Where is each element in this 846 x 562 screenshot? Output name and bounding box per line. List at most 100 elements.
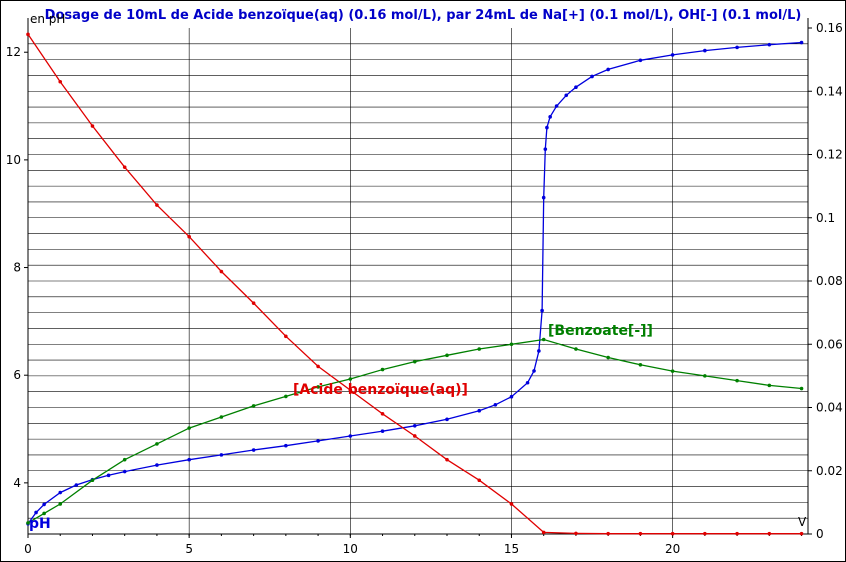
data-point-acid [284, 334, 288, 339]
data-point-ph [735, 45, 739, 50]
data-point-ph [58, 490, 63, 495]
data-point-ph [34, 510, 38, 515]
data-point-ph [543, 147, 548, 151]
data-point-acid [348, 388, 353, 392]
data-point-ph [799, 40, 804, 45]
data-point-benzoate [541, 337, 546, 342]
data-point-acid [606, 531, 610, 536]
data-point-benzoate [767, 383, 772, 388]
y-left-tick-label: 12 [6, 45, 21, 59]
data-point-benzoate [799, 386, 804, 391]
tick-labels: 0 5 10 15 20 4 6 8 10 12 0 0.02 0.04 0.06 0.08 0.1 0.12 0… [6, 21, 843, 556]
data-point-ph [42, 502, 46, 507]
data-point-benzoate [638, 363, 643, 367]
data-point-ph [477, 408, 482, 413]
data-point-ph [412, 424, 417, 428]
data-point-acid [187, 234, 191, 239]
data-point-ph [574, 85, 578, 90]
y-right-tick-label: 0.14 [816, 84, 843, 98]
data-point-ph [606, 67, 610, 72]
data-point-ph [106, 473, 111, 478]
data-point-benzoate [606, 355, 610, 360]
data-point-acid [541, 530, 546, 535]
data-point-benzoate [445, 353, 449, 358]
y-right-tick-label: 0.04 [816, 401, 843, 415]
data-point-benzoate [509, 342, 514, 347]
data-point-ph [284, 443, 288, 448]
data-point-acid [509, 502, 514, 506]
axes [27, 18, 809, 535]
data-point-benzoate [26, 521, 30, 525]
data-point-ph [380, 429, 385, 433]
series-lines [26, 32, 804, 536]
data-point-acid [155, 203, 159, 207]
data-point-ph [493, 403, 498, 407]
data-point-ph [445, 417, 449, 422]
series-line-benzoate [27, 338, 802, 524]
data-point-acid [26, 32, 30, 37]
data-point-benzoate [412, 359, 417, 364]
grid-lines [28, 28, 808, 534]
data-point-ph [348, 434, 353, 438]
series-label-ph: pH [29, 516, 51, 532]
series-line-acid [27, 33, 802, 535]
data-point-ph [187, 457, 191, 462]
data-point-acid [799, 531, 804, 536]
data-point-ph [670, 53, 675, 57]
data-point-ph [537, 349, 541, 353]
data-point-ph [638, 58, 643, 63]
data-point-ph [525, 380, 530, 385]
data-point-acid [90, 124, 95, 128]
data-point-benzoate [348, 377, 353, 381]
data-point-ph [316, 439, 320, 443]
data-point-acid [445, 457, 449, 462]
data-point-benzoate [122, 457, 127, 462]
x-axis-label: V [798, 515, 807, 529]
data-point-benzoate [90, 478, 95, 483]
data-point-ph [509, 394, 514, 399]
data-point-acid [767, 531, 772, 536]
series-label-benzoate: [Benzoate[-]] [548, 323, 653, 339]
data-point-ph [548, 115, 552, 119]
y-left-tick-label: 6 [13, 368, 21, 382]
y-right-tick-label: 0.08 [816, 274, 843, 288]
data-point-acid [638, 531, 643, 536]
data-point-ph [541, 195, 546, 200]
y-right-tick-label: 0 [816, 527, 824, 541]
x-tick-label: 20 [665, 542, 680, 556]
data-point-ph [554, 104, 559, 108]
y-right-tick-label: 0.02 [816, 464, 843, 478]
data-point-ph [532, 369, 536, 373]
data-point-acid [380, 412, 385, 416]
x-tick-label: 5 [185, 542, 193, 556]
data-point-acid [316, 364, 320, 369]
data-point-ph [703, 48, 707, 53]
data-point-benzoate [284, 394, 288, 399]
x-tick-label: 10 [343, 542, 358, 556]
y-right-tick-label: 0.06 [816, 337, 843, 351]
data-point-benzoate [477, 347, 482, 351]
data-point-ph [74, 483, 79, 487]
data-point-benzoate [187, 426, 191, 430]
data-point-benzoate [58, 502, 63, 506]
data-point-ph [564, 93, 569, 98]
data-point-benzoate [735, 378, 739, 383]
data-point-acid [412, 434, 417, 438]
data-point-benzoate [251, 404, 256, 408]
y-left-tick-label: 4 [13, 476, 21, 490]
data-point-acid [122, 165, 127, 169]
x-tick-label: 0 [24, 542, 32, 556]
data-point-benzoate [42, 511, 46, 516]
data-point-ph [767, 42, 772, 47]
data-point-ph [122, 469, 127, 474]
series-label-acid: [Acide benzoïque(aq)] [293, 382, 468, 398]
data-point-ph [590, 74, 594, 79]
data-point-benzoate [703, 374, 707, 378]
data-point-benzoate [155, 442, 159, 446]
x-tick-label: 15 [504, 542, 519, 556]
data-point-benzoate [380, 367, 385, 372]
data-point-acid [477, 478, 482, 483]
y-right-tick-label: 0.16 [816, 21, 843, 35]
y-left-tick-label: 8 [13, 261, 21, 275]
data-point-acid [735, 531, 739, 536]
